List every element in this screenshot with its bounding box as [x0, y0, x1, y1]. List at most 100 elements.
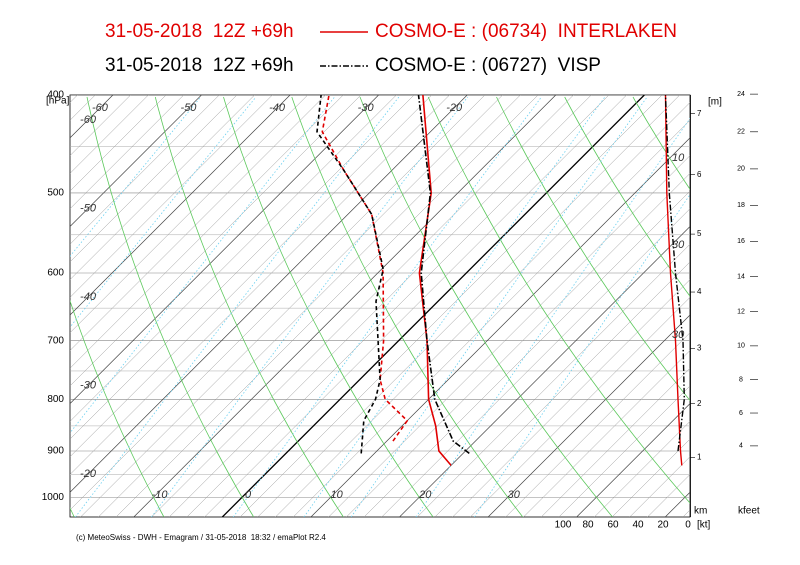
dry-adiabat	[223, 96, 434, 517]
height-tick-label: 1	[697, 453, 702, 462]
dry-adiabat	[496, 96, 690, 402]
isotherm	[346, 172, 690, 517]
height-tick-label: 5	[697, 229, 702, 238]
mixing-ratio	[70, 96, 335, 434]
kfeet-tick-label: 6	[739, 410, 743, 417]
legend-run: 31-05-2018 12Z +69h	[105, 55, 294, 76]
isotherm	[70, 95, 450, 475]
wind-tick-label: 60	[607, 520, 619, 531]
background-grid	[0, 95, 800, 517]
isotherm	[434, 261, 690, 517]
wind-tick-label: 20	[657, 520, 669, 531]
wind-speed-label: 30	[672, 239, 685, 251]
kfeet-label: kfeet	[738, 506, 760, 517]
height-tick-label: 6	[697, 170, 702, 179]
isotherm	[0, 95, 24, 517]
x-tick-label: 20	[418, 489, 432, 501]
isotherm	[169, 95, 592, 517]
isotherm	[452, 279, 690, 517]
height-tick-label: 7	[697, 109, 702, 118]
isotherm-label-top: -20	[446, 102, 463, 114]
y-tick-label: 1000	[42, 492, 65, 503]
isotherm	[70, 95, 468, 493]
isotherm	[576, 403, 690, 517]
isotherm	[310, 137, 690, 517]
isotherm	[70, 95, 238, 263]
dry-adiabat	[632, 96, 690, 190]
wind-tick-label: 40	[632, 520, 644, 531]
dry-adiabat	[154, 96, 344, 517]
wind-profile	[664, 95, 683, 466]
height-unit: km	[694, 506, 707, 517]
isotherm	[594, 420, 690, 517]
isotherm	[417, 243, 690, 517]
isotherm-label-left: -30	[80, 380, 97, 392]
isotherm	[70, 95, 184, 210]
kfeet-tick-label: 24	[737, 91, 745, 98]
dry-adiabat	[769, 97, 800, 517]
x-tick-label: 10	[331, 489, 344, 501]
isotherm	[558, 385, 690, 517]
isotherm-label-top: -40	[269, 102, 286, 114]
legend-name: COSMO-E : (06734) INTERLAKEN	[375, 21, 677, 42]
wind-label: [kt]	[697, 520, 711, 531]
isotherm	[221, 95, 645, 517]
isotherm	[363, 190, 690, 517]
mixing-ratio	[232, 96, 542, 517]
legend-name: COSMO-E : (06727) VISP	[375, 55, 601, 76]
isotherm	[718, 95, 800, 517]
kfeet-tick-label: 10	[737, 343, 745, 350]
dewpoint-profile	[316, 95, 385, 454]
isotherm	[611, 438, 690, 517]
isotherm	[70, 95, 273, 298]
isotherm	[70, 95, 308, 334]
dry-adiabat	[359, 96, 613, 517]
isotherm	[487, 314, 690, 517]
y-tick-label: 900	[47, 446, 64, 457]
isotherm	[70, 95, 167, 192]
x-tick-label: -10	[152, 489, 169, 501]
dry-adiabat	[701, 97, 800, 517]
height-tick-label: 2	[697, 399, 702, 408]
height-tick-label: 3	[697, 344, 702, 353]
temperature-profile	[417, 95, 470, 455]
kfeet-tick-label: 14	[737, 274, 745, 281]
mixing-ratio	[70, 96, 257, 328]
isotherm-label-left: -50	[80, 202, 97, 214]
mixing-ratio	[474, 193, 690, 517]
kfeet-tick-label: 16	[737, 238, 745, 245]
isotherm-label-top: -30	[358, 102, 375, 114]
wind-tick-label: 100	[555, 520, 572, 531]
mixing-ratio	[415, 117, 690, 517]
isotherm	[70, 95, 432, 458]
isotherm	[70, 95, 291, 316]
isotherm	[0, 95, 42, 517]
y-tick-label: 800	[47, 394, 64, 405]
height-label: [m]	[708, 97, 722, 108]
isotherm	[70, 95, 326, 351]
isotherm	[399, 225, 690, 517]
isotherm	[505, 332, 690, 517]
isotherm	[204, 95, 627, 517]
isotherm	[754, 95, 800, 517]
isotherm	[523, 350, 690, 517]
kfeet-tick-label: 4	[739, 443, 743, 450]
isotherm	[257, 95, 680, 517]
isotherm-label-top: -50	[181, 102, 198, 114]
mixing-ratio	[151, 96, 469, 517]
x-tick-label: 0	[245, 489, 252, 501]
isotherm	[151, 95, 574, 517]
footer: (c) MeteoSwiss - DWH - Emagram / 31-05-2…	[76, 533, 326, 542]
dry-adiabat	[427, 96, 690, 504]
isotherm	[70, 95, 415, 440]
isotherm-label-left: -20	[80, 468, 97, 480]
height-tick-label: 4	[697, 287, 702, 296]
y-tick-label: 400	[47, 90, 64, 101]
dry-adiabat	[564, 96, 690, 297]
isotherm	[293, 119, 690, 517]
mixing-ratio	[70, 96, 202, 257]
wind-profile	[664, 95, 686, 452]
dry-adiabat	[291, 96, 524, 517]
kfeet-tick-label: 8	[739, 377, 743, 384]
